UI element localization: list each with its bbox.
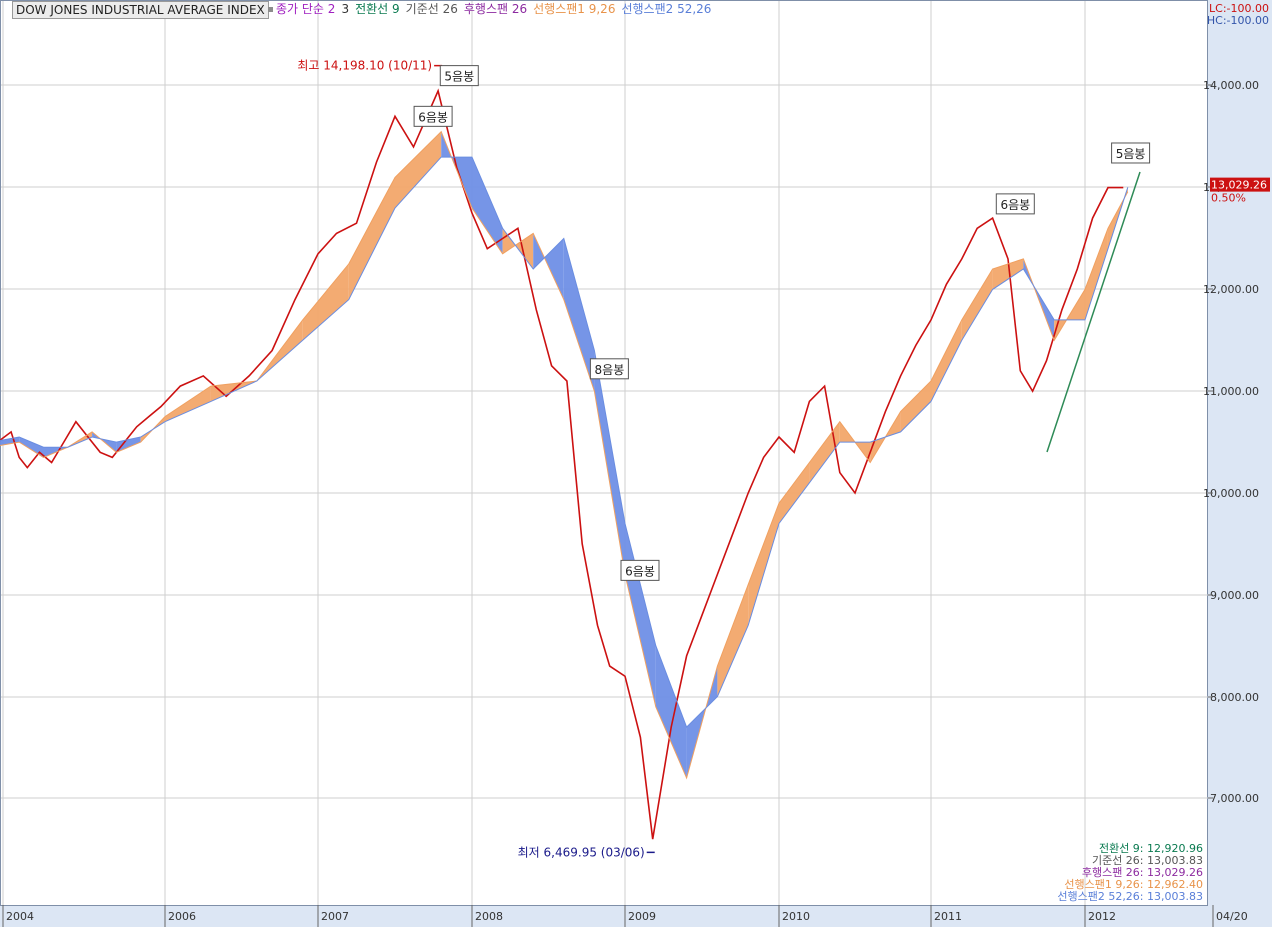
lc-label: LC:-100.00	[1209, 2, 1269, 15]
x-tick-label: 2010	[782, 910, 810, 923]
chart-title[interactable]: DOW JONES INDUSTRIAL AVERAGE INDEX	[12, 1, 269, 19]
cloud-segment	[655, 645, 687, 779]
high-annotation: 최고 14,198.10 (10/11)	[297, 59, 432, 73]
cloud-segment	[395, 131, 442, 208]
x-tick-label: 2011	[934, 910, 962, 923]
footer-value: 전환선 9: 12,920.96	[1099, 842, 1203, 855]
series-line-1	[0, 88, 1124, 840]
x-tick-label: 2004	[6, 910, 34, 923]
candle-count-text: 8음봉	[595, 363, 625, 377]
cloud-segment	[0, 437, 20, 446]
candle-count-label: 5음봉	[439, 65, 479, 87]
cloud-segment	[748, 503, 779, 626]
last-change-text: 0.50%	[1211, 192, 1246, 205]
low-annotation: 최저 6,469.95 (03/06)	[518, 845, 645, 859]
legend-item[interactable]: 후행스팬 26	[463, 2, 528, 16]
cloud-segment	[563, 238, 595, 392]
footer-value: 기준선 26: 13,003.83	[1092, 854, 1203, 867]
plot-frame	[0, 0, 1208, 906]
legend-item[interactable]: 종가 단순 2	[276, 2, 336, 16]
candle-count-text: 6음봉	[1000, 198, 1030, 212]
candle-count-box	[995, 193, 1035, 215]
cloud-segment	[809, 421, 840, 483]
x-tick-label: 2008	[475, 910, 503, 923]
legend-item[interactable]: 선행스팬2 52,26	[621, 2, 712, 16]
legend-square-icon	[268, 7, 273, 12]
x-tick-label: 2012	[1088, 910, 1116, 923]
cloud-segment	[302, 263, 349, 341]
cloud-segment	[625, 523, 656, 707]
legend-item[interactable]: 3	[341, 2, 350, 16]
last-price-badge	[1210, 177, 1270, 192]
cloud-segment	[779, 462, 810, 524]
candle-count-box	[620, 559, 660, 581]
cloud-segment	[348, 177, 395, 300]
series-line-2	[0, 130, 1129, 780]
cloud-segment	[992, 258, 1024, 290]
y-tick-label: 9,000.00	[1210, 589, 1259, 602]
y-tick-label: 12,000.00	[1203, 283, 1259, 296]
cloud-segment	[1085, 228, 1108, 320]
x-tick-label: 04/20	[1216, 910, 1248, 923]
cloud-segment	[931, 319, 962, 402]
last-price-text: 13,029.26	[1211, 179, 1267, 192]
trend-line	[1046, 171, 1141, 453]
footer-value: 선행스팬1 9,26: 12,962.40	[1064, 878, 1203, 891]
candle-count-text: 6음봉	[418, 110, 448, 124]
cloud-segment	[165, 386, 211, 422]
cloud-segment	[19, 437, 44, 458]
candle-count-text: 6음봉	[625, 564, 655, 578]
candle-count-text: 5음봉	[1116, 147, 1146, 161]
legend: 종가 단순 2 3 전환선 9 기준선 26 후행스팬 26 선행스팬1 9,26 선행스팬…	[268, 2, 717, 16]
y-tick-label: 14,000.00	[1203, 79, 1259, 92]
footer-value: 선행스팬2 52,26: 13,003.83	[1057, 890, 1203, 903]
cloud-segment	[472, 157, 503, 254]
cloud-segment	[717, 584, 749, 697]
y-tick-label: 10,000.00	[1203, 487, 1259, 500]
x-tick-label: 2007	[321, 910, 349, 923]
legend-item[interactable]: 기준선 26	[405, 2, 458, 16]
candle-count-box	[413, 105, 453, 127]
x-tick-label: 2009	[628, 910, 656, 923]
y-axis-panel	[1208, 0, 1272, 927]
x-tick-label: 2006	[168, 910, 196, 923]
candle-count-label: 6음봉	[995, 193, 1035, 215]
candle-count-text: 5음봉	[444, 70, 474, 84]
series-line-3	[0, 156, 1129, 728]
legend-item[interactable]: 전환선 9	[355, 2, 400, 16]
candle-count-box	[1111, 142, 1151, 164]
footer-value: 후행스팬 26: 13,029.26	[1082, 866, 1203, 879]
cloud-segment	[900, 381, 931, 432]
legend-item[interactable]: 선행스팬1 9,26	[533, 2, 616, 16]
candle-count-box	[589, 358, 629, 380]
ichimoku-cloud	[0, 131, 1128, 779]
candle-count-label: 6음봉	[620, 559, 660, 581]
y-tick-label: 8,000.00	[1210, 691, 1259, 704]
candle-count-label: 8음봉	[589, 358, 629, 380]
candle-count-label: 5음봉	[1111, 142, 1151, 164]
y-tick-label: 7,000.00	[1210, 792, 1259, 805]
cloud-segment	[594, 350, 625, 575]
cloud-segment	[961, 269, 993, 341]
hc-label: HC:-100.00	[1207, 14, 1269, 27]
candle-count-box	[439, 65, 479, 87]
y-tick-label: 11,000.00	[1203, 385, 1259, 398]
candle-count-label: 6음봉	[413, 105, 453, 127]
